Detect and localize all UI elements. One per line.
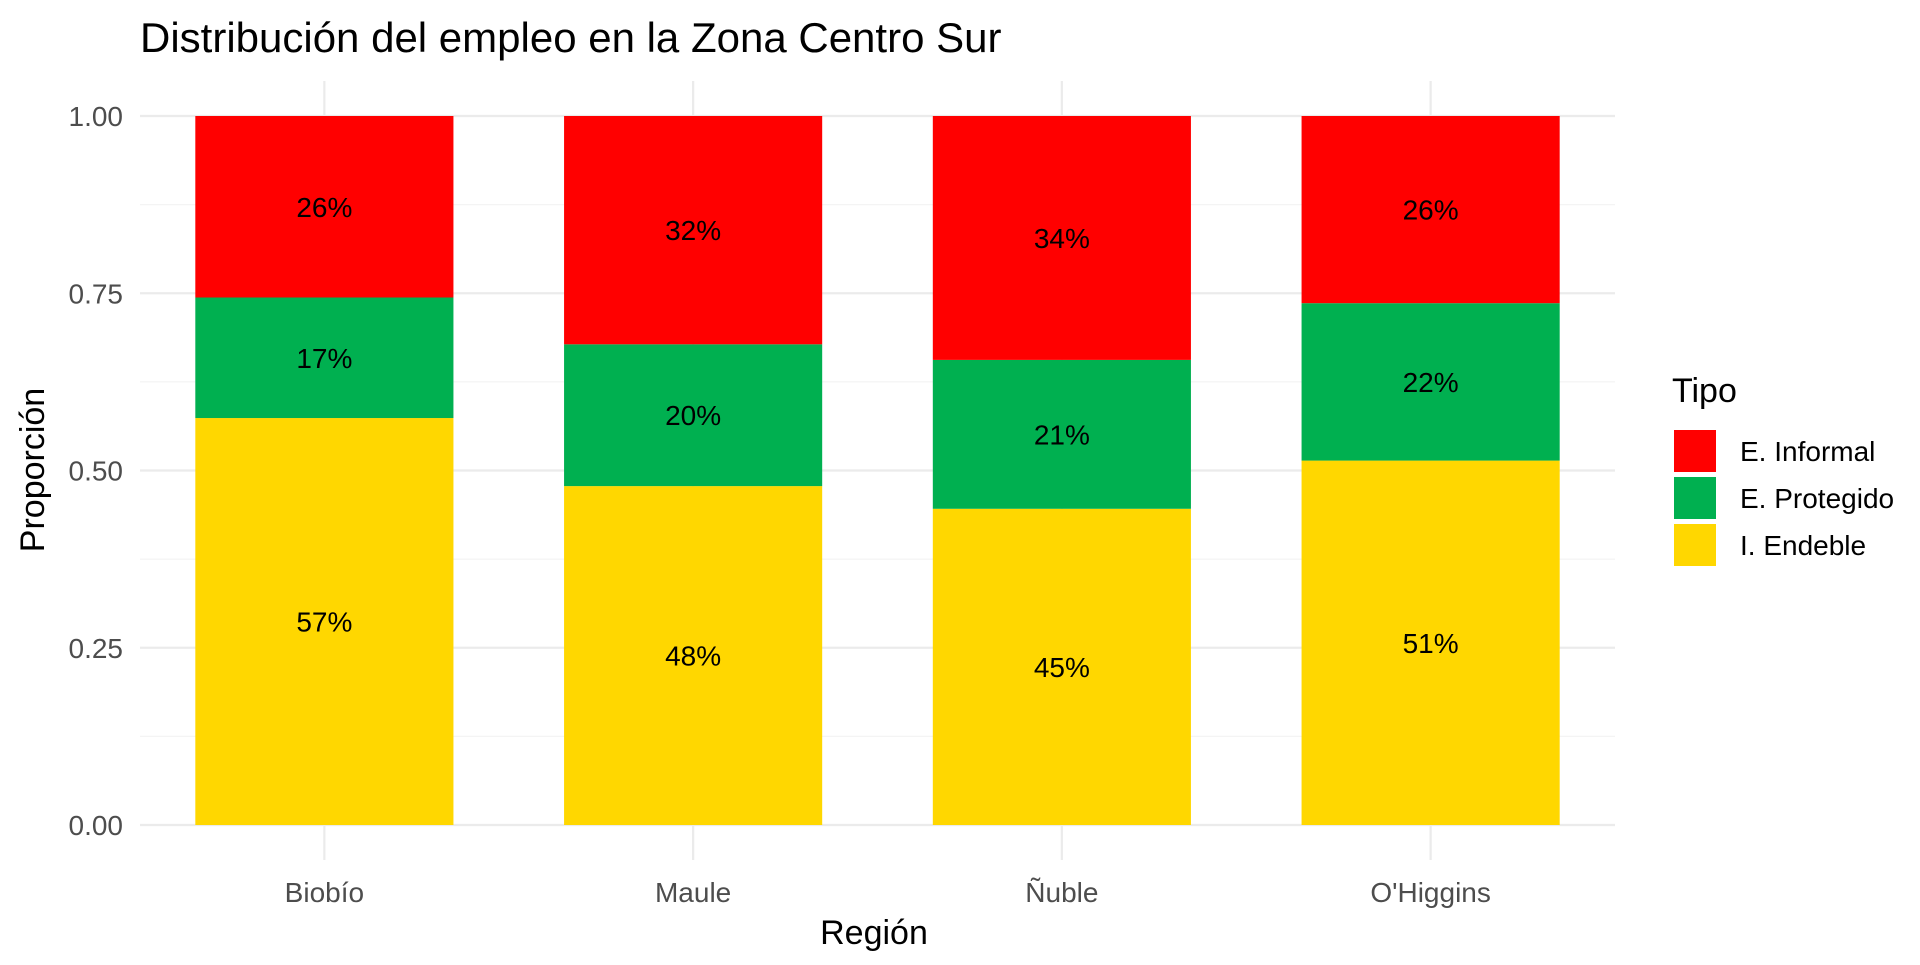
x-tick-label: Biobío [285,877,364,908]
y-tick-label: 0.00 [69,810,124,841]
data-label: 51% [1403,628,1459,659]
data-label: 45% [1034,652,1090,683]
x-axis-title: Región [820,914,928,952]
legend-label: E. Protegido [1740,483,1894,514]
data-label: 48% [665,641,721,672]
bar-segment [564,116,823,345]
x-tick-label: O'Higgins [1370,877,1491,908]
data-label: 32% [665,215,721,246]
bar-segment [932,116,1191,360]
bar-segment [564,486,823,825]
legend-title: Tipo [1672,372,1737,410]
bar-segment [195,297,454,419]
bar-segment [932,508,1191,825]
bar-segment [932,359,1191,509]
bar-segment [1301,303,1560,461]
legend-label: E. Informal [1740,436,1875,467]
legend-swatch [1674,477,1716,519]
data-label: 26% [1403,195,1459,226]
x-tick-label: Ñuble [1025,877,1098,908]
axes: 0.00 0.25 0.50 0.75 1.00 Biobío Maule Ñuble O'Hi… [69,101,1491,908]
y-tick-label: 1.00 [69,101,124,132]
bar-segment [1301,116,1560,304]
bar-segment [195,418,454,825]
data-labels: 57% 17% 26% 48% 20% 32% 45% 21% 34% 51% 22% 26% [296,192,1458,683]
data-label: 17% [296,343,352,374]
data-label: 22% [1403,367,1459,398]
x-tick-label: Maule [655,877,731,908]
legend-swatch [1674,430,1716,472]
data-label: 34% [1034,223,1090,254]
data-label: 21% [1034,419,1090,450]
bar-segment [1301,460,1560,825]
y-axis-title: Proporción [14,388,52,552]
legend-swatch [1674,524,1716,566]
legend: Tipo E. Informal E. Protegido I. Endeble [1672,372,1894,566]
legend-label: I. Endeble [1740,530,1866,561]
legend-items: E. Informal E. Protegido I. Endeble [1674,430,1894,566]
y-tick-label: 0.75 [69,278,124,309]
data-label: 57% [296,607,352,638]
data-label: 26% [296,192,352,223]
bar-segment [195,116,454,298]
chart-title: Distribución del empleo en la Zona Centr… [140,14,1001,61]
y-tick-label: 0.25 [69,633,124,664]
data-label: 20% [665,400,721,431]
bars [195,116,1560,825]
y-tick-label: 0.50 [69,456,124,487]
bar-segment [564,344,823,487]
